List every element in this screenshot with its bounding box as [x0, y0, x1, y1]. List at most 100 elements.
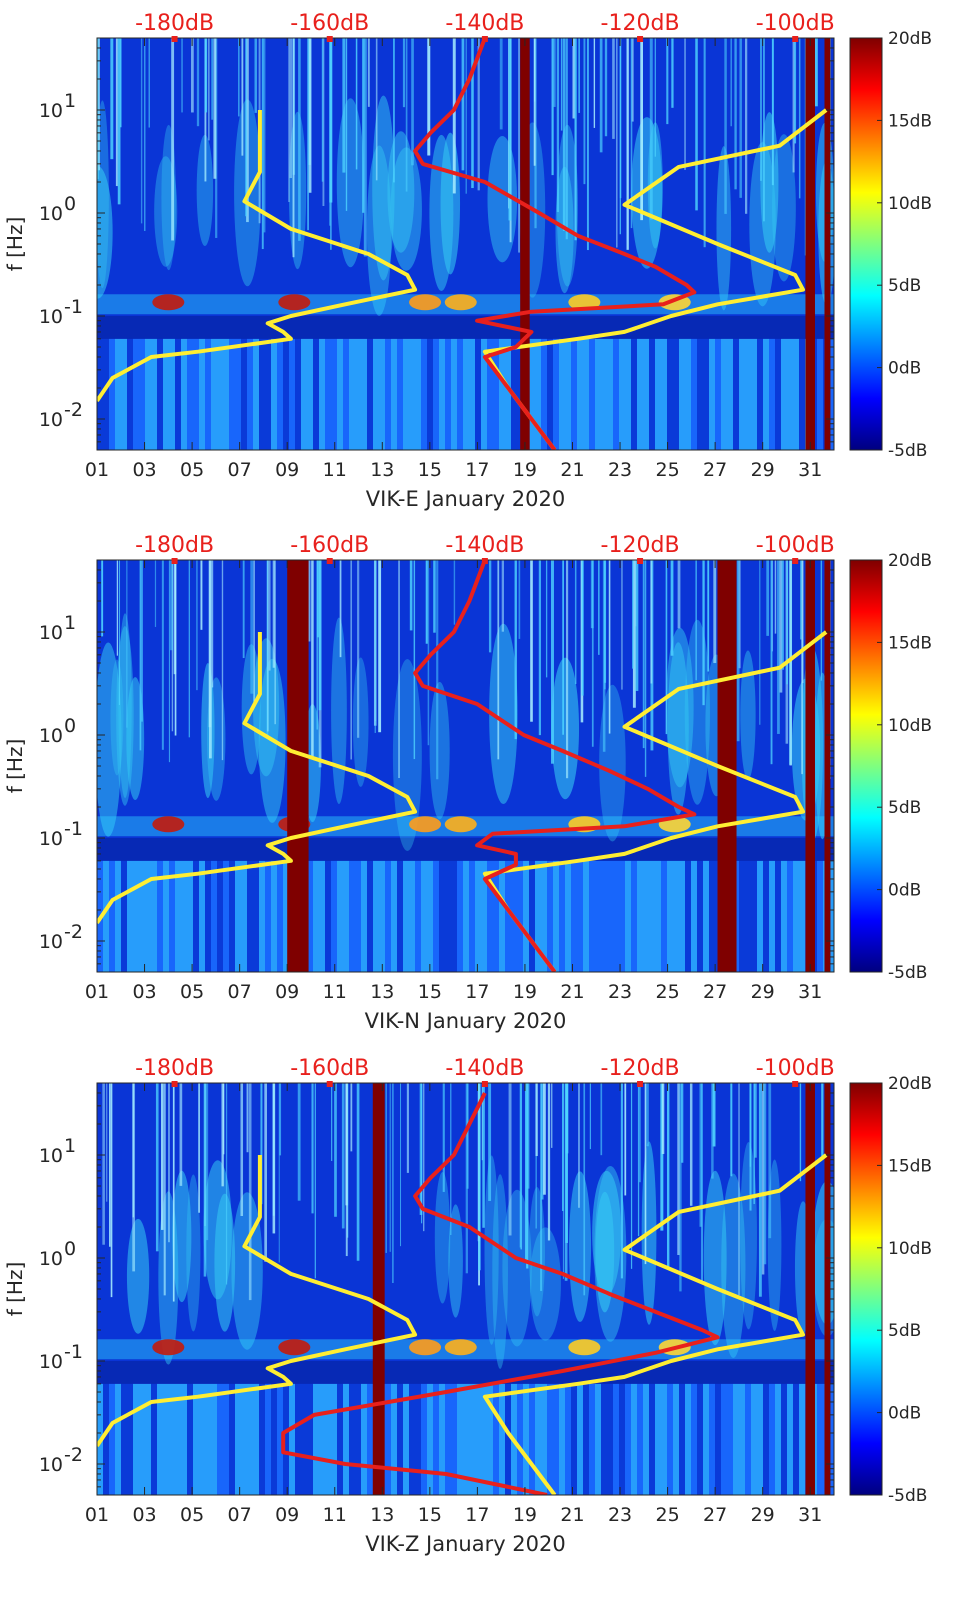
hf-streak: [713, 560, 717, 664]
lowfreq-column: [247, 860, 253, 972]
saturated-column: [372, 1083, 385, 1495]
hf-streak: [574, 560, 577, 684]
lowfreq-column: [505, 1383, 511, 1495]
lowfreq-column: [253, 338, 259, 450]
lowfreq-column: [427, 1383, 433, 1495]
lowfreq-column: [643, 860, 649, 972]
hf-streak: [170, 560, 174, 651]
hf-streak: [707, 560, 710, 672]
hf-streak: [488, 1083, 492, 1201]
hf-streak: [508, 38, 512, 221]
hf-streak: [608, 560, 611, 734]
microseism-plume: [716, 146, 732, 311]
lowfreq-column: [679, 1383, 685, 1495]
lowfreq-column: [799, 860, 805, 972]
microseism-plume: [390, 147, 422, 271]
lowfreq-column: [223, 1383, 229, 1495]
colorbar-label: 5dB: [888, 1321, 921, 1341]
top-scale-tick: [326, 558, 333, 564]
lowfreq-column: [493, 860, 499, 972]
hf-streak: [452, 38, 456, 194]
lowfreq-column: [739, 860, 745, 972]
lowfreq-column: [121, 338, 127, 450]
hf-streak: [203, 1083, 207, 1277]
hf-streak: [250, 560, 254, 694]
hf-streak: [525, 1083, 527, 1262]
lowfreq-column: [421, 338, 427, 450]
hf-streak: [308, 38, 312, 193]
saturated-column: [824, 1083, 831, 1495]
microseism-plume: [592, 1170, 622, 1296]
top-scale-tick: [326, 36, 333, 42]
hf-streak: [213, 38, 217, 179]
lowfreq-column: [595, 1383, 601, 1495]
lowfreq-column: [595, 860, 601, 972]
lowfreq-column: [631, 1383, 637, 1495]
hf-streak: [345, 1083, 348, 1257]
x-tick-label: 03: [132, 981, 156, 1003]
lowfreq-column: [139, 860, 145, 972]
hf-streak: [650, 560, 653, 684]
lowfreq-column: [271, 860, 277, 972]
hf-streak: [208, 38, 210, 141]
hf-streak: [730, 38, 732, 127]
lowfreq-column: [733, 1383, 739, 1495]
x-tick-label: 19: [513, 1504, 537, 1526]
lowfreq-column: [613, 1383, 619, 1495]
colorbar-label: -5dB: [888, 1486, 927, 1506]
lowfreq-column: [451, 338, 457, 450]
lowfreq-column: [685, 860, 691, 972]
lowfreq-column: [703, 860, 709, 972]
lowfreq-column: [685, 1383, 691, 1495]
hf-streak: [155, 1083, 159, 1252]
lowfreq-column: [541, 1383, 547, 1495]
ocean-peak: [568, 1339, 601, 1356]
hf-streak: [211, 560, 214, 688]
lowfreq-column: [691, 860, 697, 972]
lowfreq-column: [583, 338, 589, 450]
colorbar-label: 15dB: [888, 633, 932, 653]
hf-streak: [204, 38, 208, 113]
lowfreq-column: [205, 338, 211, 450]
hf-streak: [307, 560, 311, 642]
hf-streak: [518, 38, 520, 253]
hf-streak: [604, 38, 608, 137]
y-tick-label: 10: [39, 306, 63, 328]
hf-streak: [297, 1083, 301, 1201]
lowfreq-column: [535, 338, 541, 450]
lowfreq-column: [595, 338, 601, 450]
hf-streak: [289, 38, 293, 179]
hf-streak: [272, 1083, 276, 1234]
mean-noise-line: [413, 560, 697, 972]
lowfreq-column: [817, 860, 823, 972]
saturated-column: [824, 560, 831, 972]
lowfreq-column: [439, 860, 445, 972]
lowfreq-column: [409, 860, 415, 972]
hf-streak: [572, 38, 575, 119]
spectrogram-image: [97, 560, 834, 972]
lowfreq-column: [517, 1383, 523, 1495]
ocean-peak: [409, 816, 442, 833]
lowfreq-column: [727, 1383, 733, 1495]
lowfreq-column: [625, 1383, 631, 1495]
lowfreq-column: [391, 1383, 397, 1495]
lowfreq-column: [259, 1383, 265, 1495]
hf-streak: [200, 560, 203, 630]
lowfreq-column: [715, 338, 721, 450]
lowfreq-column: [739, 338, 745, 450]
hf-streak: [699, 1083, 702, 1227]
noise-model-line: [97, 1155, 418, 1448]
lowfreq-column: [151, 1383, 157, 1495]
lowfreq-column: [157, 860, 163, 972]
y-tick-exponent: -2: [64, 921, 83, 943]
hf-streak: [583, 38, 586, 185]
y-tick-label: 10: [39, 1454, 63, 1476]
top-scale-label: -140dB: [445, 533, 524, 558]
lowfreq-column: [619, 860, 625, 972]
top-scale-tick: [481, 558, 488, 564]
y-tick-label: 10: [39, 1145, 63, 1167]
lowfreq-column: [829, 1383, 834, 1495]
saturated-column: [287, 560, 309, 972]
lowfreq-column: [127, 860, 133, 972]
